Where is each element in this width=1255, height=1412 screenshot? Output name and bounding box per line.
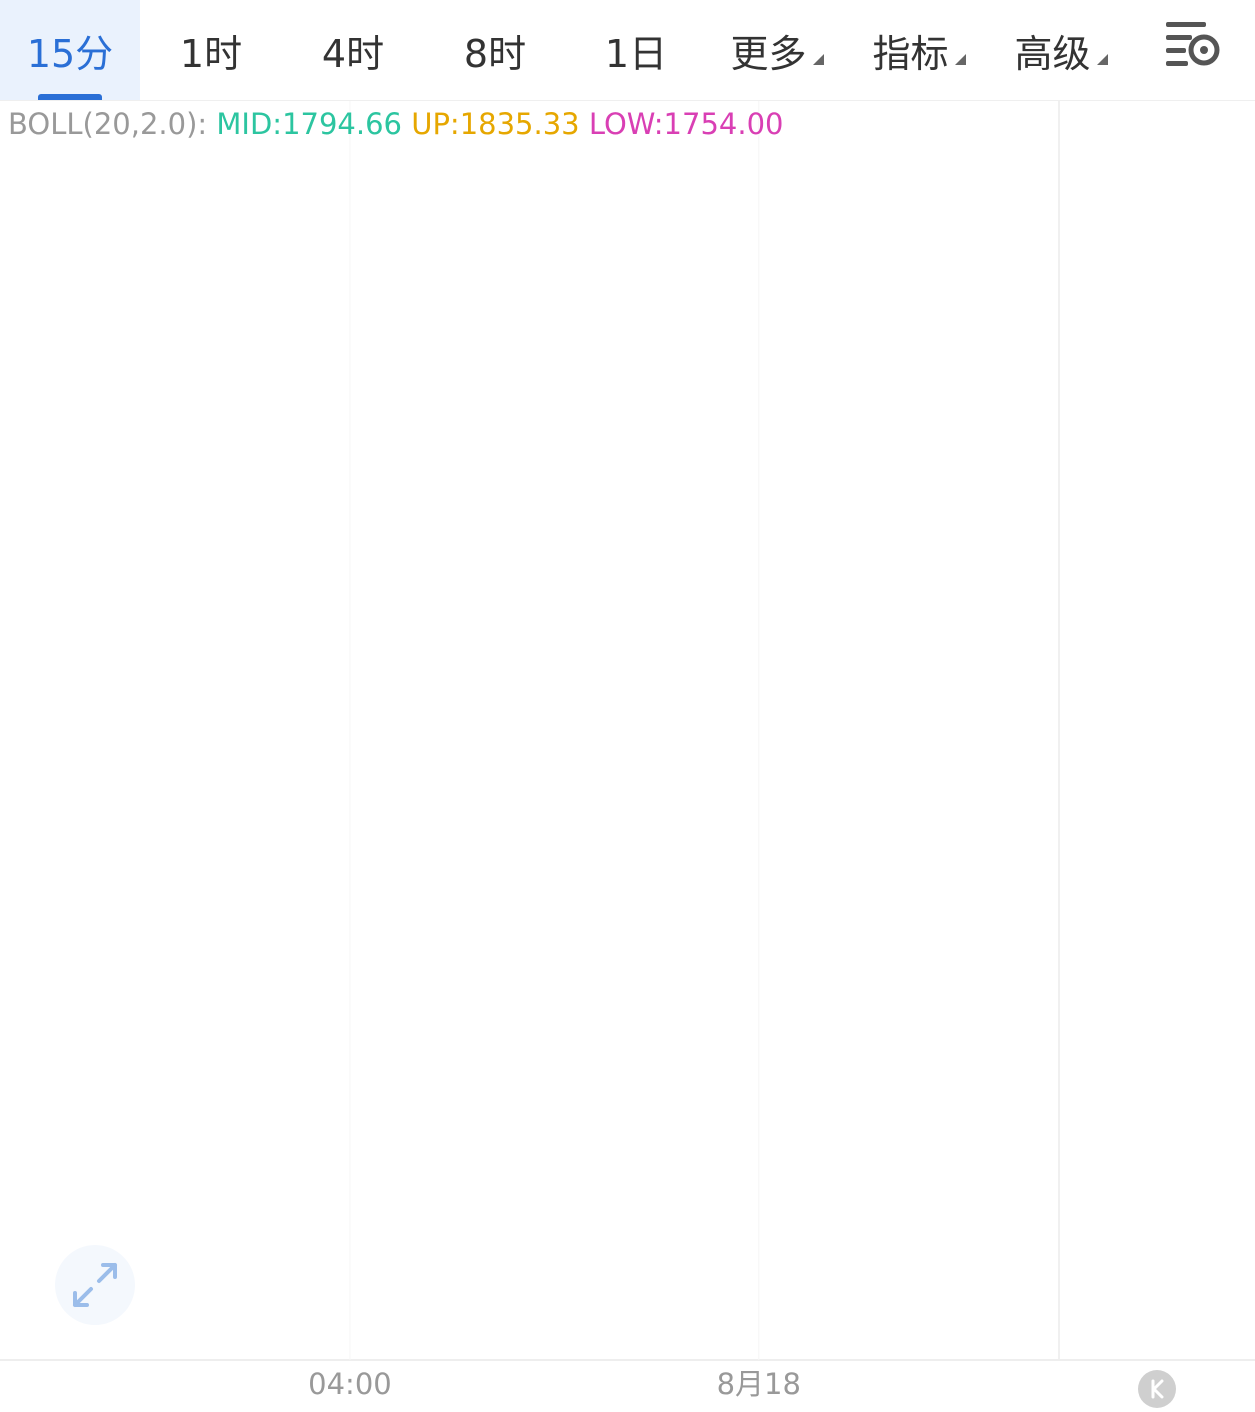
dropdown-triangle-icon [954,53,966,65]
tab-0[interactable]: 15分 [0,0,140,100]
grid-lines [0,100,1255,1361]
tab-5[interactable]: 更多 [706,0,848,100]
tab-2[interactable]: 4时 [282,0,424,100]
tab-label: 1日 [604,31,668,76]
expand-chart-button[interactable] [55,1245,135,1325]
timeframe-tab-bar: 15分 1时 4时 8时 1日 更多 指标 高级 [0,0,1255,101]
chart-settings-gear-icon [1166,22,1220,66]
tab-3[interactable]: 8时 [424,0,566,100]
chart-settings-button[interactable] [1160,18,1224,74]
x-tick-label: 8月18 [717,1367,801,1401]
dropdown-triangle-icon [1096,53,1108,65]
boll-legend-mid: MID:1794.66 [216,107,402,141]
boll-legend-low: LOW:1754.00 [588,107,784,141]
collapse-k-icon [1151,1379,1164,1399]
expand-arrows-icon [73,1263,117,1307]
tab-label: 指标 [872,31,949,76]
tab-label: 更多 [730,31,807,76]
tab-1[interactable]: 1时 [140,0,282,100]
x-tick-label: 04:00 [308,1367,392,1401]
dropdown-triangle-icon [812,53,824,65]
tab-label: 15分 [26,31,114,76]
tab-6[interactable]: 指标 [848,0,990,100]
boll-legend-name: BOLL(20,2.0): [8,107,208,141]
active-tab-indicator [38,94,102,100]
tab-label: 8时 [463,31,527,76]
tab-7[interactable]: 高级 [990,0,1132,100]
tab-label: 高级 [1014,31,1091,76]
boll-legend: BOLL(20,2.0): MID:1794.66 UP:1835.33 LOW… [8,104,783,144]
tab-label: 1时 [179,31,243,76]
tab-4[interactable]: 1日 [566,0,706,100]
collapse-chart-button[interactable] [1138,1370,1176,1408]
tab-label: 4时 [321,31,385,76]
boll-legend-up: UP:1835.33 [411,107,580,141]
